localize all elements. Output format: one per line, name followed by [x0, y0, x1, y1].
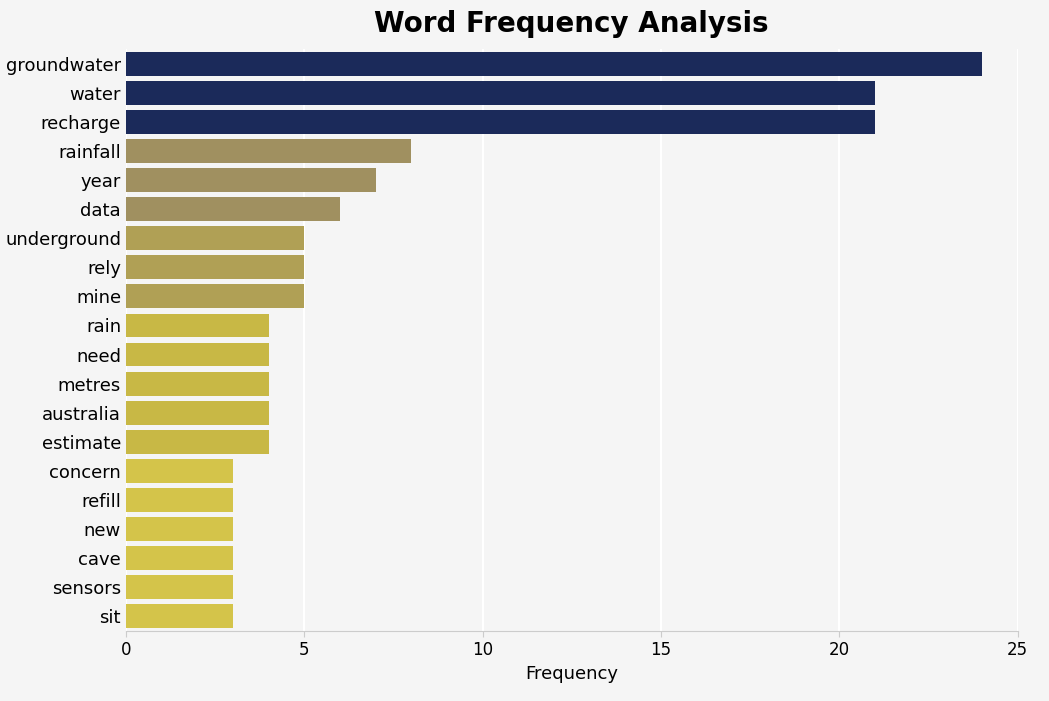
Title: Word Frequency Analysis: Word Frequency Analysis: [374, 11, 769, 39]
Bar: [126, 459, 233, 483]
Bar: [126, 285, 304, 308]
Bar: [126, 139, 411, 163]
Bar: [126, 604, 233, 628]
Bar: [126, 52, 982, 76]
X-axis label: Frequency: Frequency: [526, 665, 618, 683]
Bar: [126, 430, 269, 454]
Bar: [126, 313, 269, 337]
Bar: [126, 168, 376, 192]
Bar: [126, 546, 233, 570]
Bar: [126, 255, 304, 279]
Bar: [126, 343, 269, 367]
Bar: [126, 226, 304, 250]
Bar: [126, 81, 875, 104]
Bar: [126, 488, 233, 512]
Bar: [126, 517, 233, 541]
Bar: [126, 401, 269, 425]
Bar: [126, 197, 340, 221]
Bar: [126, 576, 233, 599]
Bar: [126, 372, 269, 395]
Bar: [126, 110, 875, 134]
